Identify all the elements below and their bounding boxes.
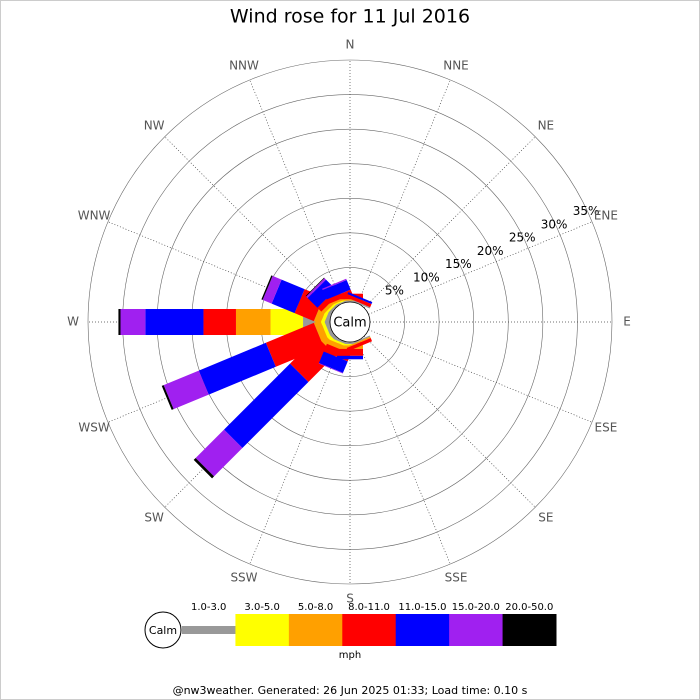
bar-segment xyxy=(118,309,121,335)
bar-segment xyxy=(346,336,371,349)
bar-segment xyxy=(271,279,305,314)
direction-label: N xyxy=(346,38,355,52)
spoke xyxy=(368,329,593,423)
bar-segment xyxy=(346,294,372,308)
bar-segment xyxy=(145,309,204,335)
legend-swatch xyxy=(502,614,557,646)
legend-swatch xyxy=(288,614,343,646)
calm-label: Calm xyxy=(333,316,366,331)
ring-label: 25% xyxy=(509,231,536,245)
legend-label: 3.0-5.0 xyxy=(244,602,279,613)
bar-segment xyxy=(346,338,373,352)
direction-label: SW xyxy=(144,510,164,524)
bar-segment xyxy=(235,309,271,335)
direction-label: SE xyxy=(538,510,553,524)
spoke xyxy=(164,136,337,309)
spoke xyxy=(357,340,451,565)
direction-label: ESE xyxy=(595,421,618,435)
bar-segment xyxy=(306,278,326,298)
spoke xyxy=(249,340,343,565)
bar-segment xyxy=(223,363,309,449)
bar-segment xyxy=(161,385,174,410)
ring xyxy=(87,59,613,585)
legend-label: 20.0-50.0 xyxy=(505,602,553,613)
ring-label: 35% xyxy=(573,204,600,218)
bar-segment xyxy=(193,457,215,479)
legend-swatch xyxy=(235,614,290,646)
bar-segment xyxy=(337,342,363,345)
ring-label: 10% xyxy=(413,270,440,284)
direction-label: NE xyxy=(538,119,555,133)
direction-label: WSW xyxy=(78,421,109,435)
bar-segment xyxy=(322,280,351,300)
direction-label: NW xyxy=(144,119,165,133)
spoke xyxy=(363,136,536,309)
direction-label: S xyxy=(346,592,354,606)
legend-label: 5.0-8.0 xyxy=(298,602,333,613)
legend-title: mph xyxy=(339,650,361,661)
bar-segment xyxy=(337,300,363,302)
bar-segment xyxy=(313,320,331,347)
ring-label: 20% xyxy=(477,244,504,258)
legend-label: 1.0-3.0 xyxy=(191,602,226,613)
bar-segment xyxy=(261,275,273,300)
chart-title: Wind rose for 11 Jul 2016 xyxy=(230,6,470,28)
direction-label: E xyxy=(623,315,631,329)
legend-swatch xyxy=(449,614,504,646)
bar-segment xyxy=(262,275,282,304)
bar-segment xyxy=(337,355,363,360)
bar-segment xyxy=(203,309,236,335)
bar-segment xyxy=(195,429,243,477)
legend-calm-label: Calm xyxy=(149,624,177,637)
bar-segment xyxy=(120,309,146,335)
legend-swatch xyxy=(342,614,397,646)
bar-segment xyxy=(265,322,324,367)
direction-label: SSW xyxy=(230,570,257,584)
bar-segment xyxy=(318,362,343,374)
legend-swatch xyxy=(182,626,236,634)
legend-swatch xyxy=(395,614,450,646)
legend-calm xyxy=(144,611,182,649)
bar-segment xyxy=(337,348,363,356)
bar-segment xyxy=(326,289,353,305)
legend-label: 15.0-20.0 xyxy=(452,602,500,613)
bar-segment xyxy=(198,342,276,395)
spoke xyxy=(107,221,332,315)
bar-segment xyxy=(347,292,373,305)
spoke xyxy=(249,79,343,304)
bar-segment xyxy=(337,344,363,346)
bar-segment xyxy=(305,277,325,297)
direction-label: NNE xyxy=(443,59,469,73)
bar-segment xyxy=(289,336,336,383)
ring-label: 5% xyxy=(385,284,404,298)
spoke xyxy=(368,221,593,315)
direction-label: ENE xyxy=(594,208,618,222)
bar-segment xyxy=(322,278,347,290)
legend-label: 8.0-11.0 xyxy=(348,602,390,613)
ring-label: 30% xyxy=(541,217,568,231)
bar-segment xyxy=(163,370,209,410)
calm-circle xyxy=(329,301,371,343)
ring-label: 15% xyxy=(445,257,472,271)
direction-label: W xyxy=(67,315,79,329)
spoke xyxy=(357,79,451,304)
bar-segment xyxy=(320,318,334,345)
direction-label: WNW xyxy=(78,208,111,222)
direction-label: NNW xyxy=(229,59,259,73)
footer: @nw3weather. Generated: 26 Jun 2025 01:3… xyxy=(173,684,528,697)
bar-segment xyxy=(318,351,348,373)
spoke xyxy=(363,335,536,508)
bar-segment xyxy=(270,309,304,335)
direction-label: SSE xyxy=(445,570,468,584)
bar-segment xyxy=(337,299,363,301)
legend-label: 11.0-15.0 xyxy=(398,602,446,613)
